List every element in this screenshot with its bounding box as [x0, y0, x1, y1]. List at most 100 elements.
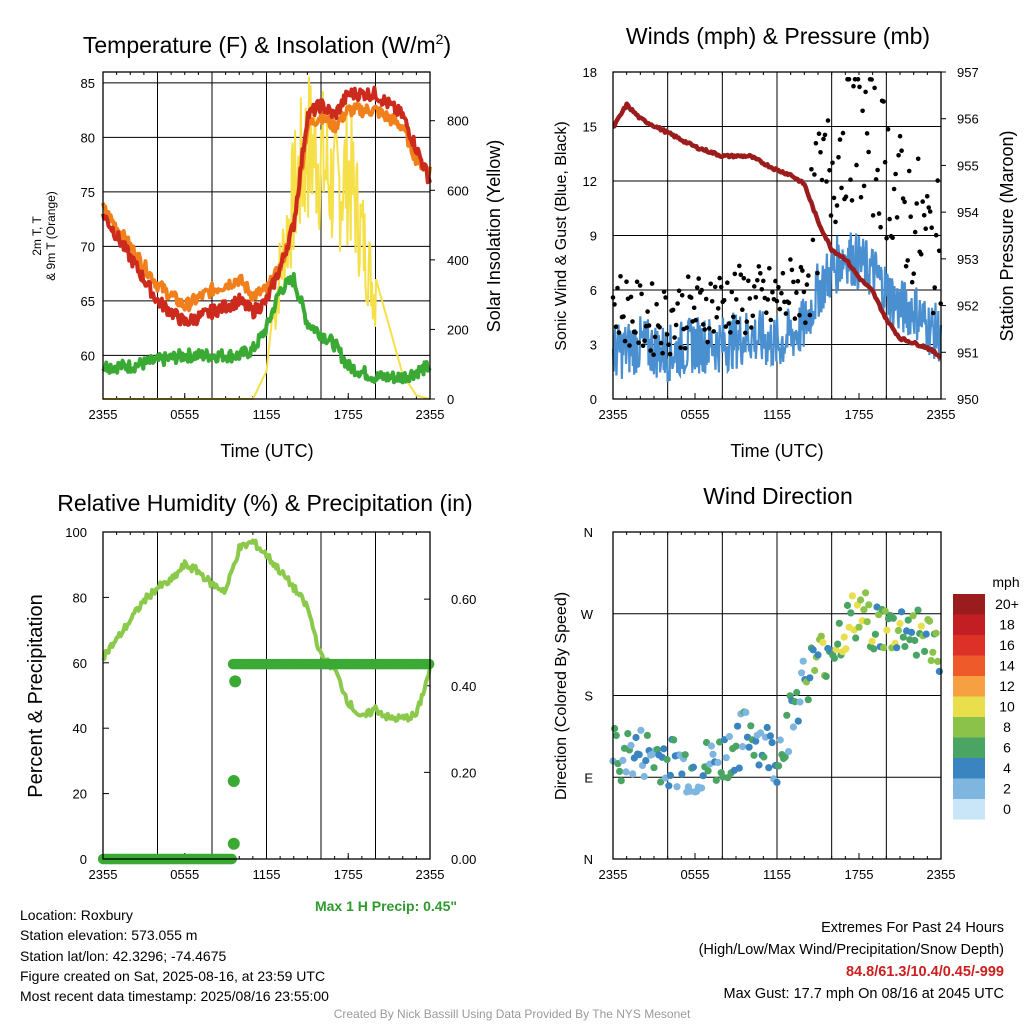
- y-tick-label: 40: [73, 721, 87, 736]
- gust-point: [664, 332, 670, 337]
- gust-point: [731, 314, 736, 320]
- y-tick-label: 80: [73, 590, 87, 605]
- gust-point: [786, 300, 792, 306]
- direction-point: [640, 772, 648, 781]
- direction-point: [678, 770, 686, 778]
- extremes-subtitle: (High/Low/Max Wind/Precipitation/Snow De…: [698, 942, 1004, 958]
- gust-point: [810, 237, 816, 243]
- y-axis-label: Sonic Wind & Gust (Blue, Black): [553, 121, 570, 350]
- x-tick-label: 2355: [927, 867, 956, 882]
- x-tick-label: 2355: [599, 867, 628, 882]
- gust-point: [666, 342, 671, 348]
- direction-point: [629, 770, 637, 778]
- direction-point: [914, 606, 922, 614]
- gust-point: [773, 278, 778, 284]
- gust-point: [837, 137, 843, 142]
- gust-point: [776, 284, 781, 290]
- legend-swatch: [953, 635, 985, 656]
- gust-point: [822, 132, 828, 138]
- gust-point: [696, 276, 701, 281]
- gust-point: [616, 330, 622, 335]
- direction-point: [929, 648, 937, 656]
- direction-point: [732, 742, 740, 750]
- y-right-tick-label: 200: [447, 322, 469, 337]
- direction-point: [898, 608, 906, 616]
- gust-point: [654, 301, 659, 307]
- title-close-paren: ): [443, 32, 451, 58]
- extremes-title: Extremes For Past 24 Hours: [821, 920, 1004, 936]
- humidity-line: [101, 538, 432, 723]
- gust-point: [744, 319, 750, 324]
- gust-point: [676, 288, 682, 294]
- gust-point: [800, 268, 805, 273]
- direction-point: [862, 589, 870, 597]
- gust-point: [693, 317, 698, 323]
- direction-point: [632, 733, 640, 742]
- gust-point: [858, 195, 864, 200]
- direction-point: [657, 778, 665, 786]
- gust-point: [812, 172, 817, 177]
- direction-point: [742, 708, 750, 717]
- gust-point: [648, 348, 653, 353]
- direction-point: [627, 741, 635, 750]
- gust-point: [661, 289, 667, 295]
- gust-point: [848, 177, 853, 182]
- legend-label: 16: [999, 637, 1015, 653]
- x-tick-label: 1755: [334, 407, 363, 422]
- direction-point: [637, 726, 645, 734]
- gust-point: [750, 313, 756, 319]
- gust-point: [725, 280, 730, 286]
- y-right-tick-label: 0.40: [451, 679, 476, 694]
- direction-point: [814, 651, 822, 659]
- gust-point: [795, 278, 801, 284]
- direction-point: [619, 756, 627, 765]
- gust-point: [830, 160, 835, 166]
- legend-label: 4: [1003, 760, 1011, 776]
- direction-point: [921, 647, 929, 656]
- gust-point: [894, 215, 900, 220]
- gust-point: [804, 282, 810, 287]
- gust-point: [855, 77, 861, 82]
- gust-point: [914, 201, 919, 206]
- gust-point: [613, 324, 619, 330]
- y-right-tick-label: 951: [957, 345, 979, 360]
- direction-point: [809, 646, 817, 654]
- gust-point: [788, 257, 793, 262]
- gust-point: [840, 130, 846, 136]
- gust-point: [627, 343, 632, 348]
- direction-point: [707, 742, 716, 750]
- y-tick-label: W: [581, 607, 594, 622]
- direction-point: [745, 743, 753, 751]
- gust-point: [873, 177, 879, 182]
- y-axis-label-right: Station Pressure (Maroon): [997, 130, 1017, 341]
- gust-point: [652, 334, 658, 340]
- legend-swatch: [953, 758, 985, 779]
- direction-point: [804, 696, 812, 704]
- gust-point: [794, 290, 799, 296]
- direction-point: [842, 645, 850, 653]
- direction-point: [775, 762, 783, 770]
- gust-point: [703, 296, 709, 302]
- gust-point: [866, 149, 871, 155]
- gust-point: [718, 284, 724, 290]
- x-tick-label: 0555: [681, 867, 710, 882]
- y-axis-label: Percent & Precipitation: [25, 594, 47, 797]
- direction-point: [735, 764, 743, 772]
- direction-point: [781, 753, 789, 761]
- y-right-tick-label: 400: [447, 253, 469, 268]
- y-tick-label: 3: [590, 338, 597, 353]
- temperature-series-line: [101, 85, 432, 327]
- direction-point: [806, 674, 814, 682]
- y-right-tick-label: 952: [957, 299, 979, 314]
- panel-2: [610, 71, 946, 400]
- panel-border-2: [612, 71, 942, 400]
- legend-label: 10: [999, 699, 1015, 715]
- gust-point: [728, 330, 733, 335]
- direction-point: [725, 733, 734, 741]
- gust-point: [759, 287, 765, 292]
- direction-point: [617, 777, 625, 785]
- y-right-tick-label: 955: [957, 158, 979, 173]
- y-tick-label: 60: [73, 656, 87, 671]
- gust-point: [816, 131, 822, 136]
- direction-point: [734, 722, 742, 730]
